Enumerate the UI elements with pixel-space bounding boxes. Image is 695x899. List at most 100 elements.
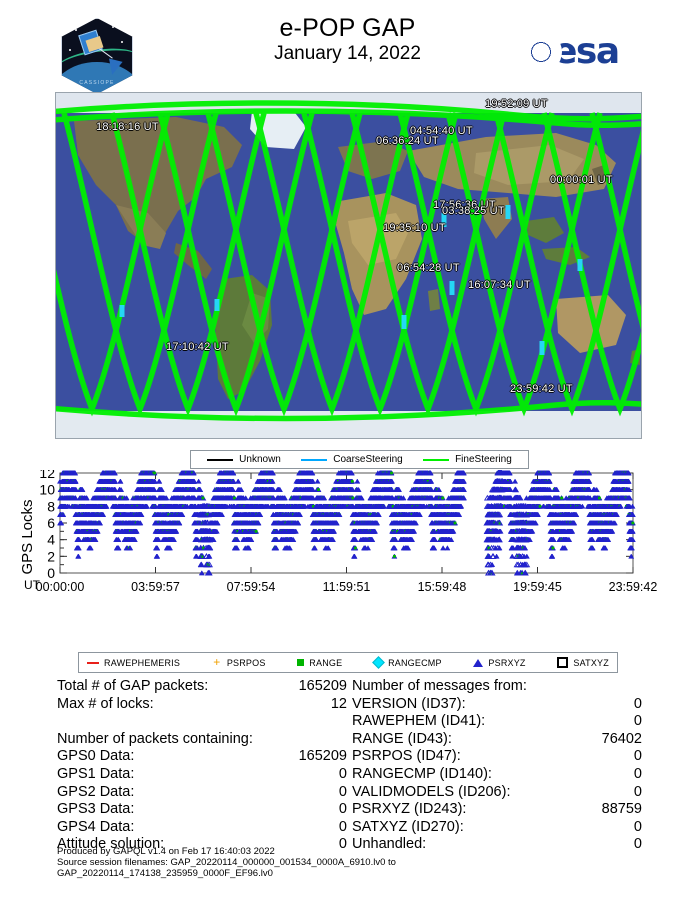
packet-legend-rangecmp: RANGECMP bbox=[372, 656, 442, 669]
title-block: e-POP GAP January 14, 2022 bbox=[0, 14, 695, 65]
stat-label: RAWEPHEM (ID41): bbox=[352, 713, 486, 730]
packet-legend-label: PSRPOS bbox=[226, 657, 266, 668]
legend-entry-finesteering: FineSteering bbox=[423, 454, 512, 465]
statistics-left-column: Total # of GAP packets: 165209 Max # of … bbox=[57, 678, 347, 854]
stat-label: Total # of GAP packets: bbox=[57, 678, 209, 694]
stat-label: RANGE (ID43): bbox=[352, 730, 452, 747]
plus-icon: + bbox=[213, 655, 221, 669]
packet-legend-label: RANGECMP bbox=[388, 657, 442, 668]
stat-value: 0 bbox=[338, 783, 347, 800]
svg-text:11:59:51: 11:59:51 bbox=[323, 580, 371, 594]
svg-text:8: 8 bbox=[47, 498, 55, 514]
map-timestamp-label: 03:38:25 UT bbox=[442, 205, 505, 217]
stat-value: 76402 bbox=[601, 730, 642, 747]
packets-containing-header: Number of packets containing: bbox=[57, 730, 253, 747]
gps-lock-data-points bbox=[56, 469, 636, 576]
svg-text:2: 2 bbox=[47, 548, 55, 564]
stat-label: PSRXYZ (ID243): bbox=[352, 801, 467, 818]
svg-text:03:59:57: 03:59:57 bbox=[131, 580, 180, 594]
stat-value: 0 bbox=[633, 695, 642, 712]
footer-source-line-1: Source session filenames: GAP_20220114_0… bbox=[57, 857, 396, 868]
stat-value: 88759 bbox=[601, 801, 642, 818]
stat-attitude-solution: Attitude solution: 0 bbox=[57, 836, 347, 854]
footer-source-line-2: GAP_20220114_174138_235959_0000F_EF96.lv… bbox=[57, 868, 273, 879]
map-timestamp-label: 17:56:36 UT bbox=[433, 199, 496, 211]
stat-total-gap-packets: Total # of GAP packets: 165209 bbox=[57, 678, 347, 696]
stat-label: PSRPOS (ID47): bbox=[352, 748, 461, 765]
mission-patch-label: CASSIOPE bbox=[79, 80, 115, 86]
page-title: e-POP GAP bbox=[279, 14, 416, 42]
map-timestamp-label: 17:10:42 UT bbox=[166, 341, 229, 353]
map-timestamp-label: 23:59:42 UT bbox=[510, 383, 573, 395]
stat-unhandled: Unhandled: 0 bbox=[352, 836, 642, 854]
stat-label: SATXYZ (ID270): bbox=[352, 818, 464, 835]
svg-text:07:59:54: 07:59:54 bbox=[227, 580, 276, 594]
stat-value: 0 bbox=[633, 748, 642, 765]
map-timestamp-label: 18:18:16 UT bbox=[96, 121, 159, 133]
stat-max-locks: Max # of locks: 12 bbox=[57, 696, 347, 714]
ut-axis-label: UT bbox=[24, 578, 40, 592]
svg-text:10: 10 bbox=[39, 482, 55, 498]
messages-from-header: Number of messages from: bbox=[352, 678, 527, 694]
svg-text:0: 0 bbox=[47, 565, 55, 581]
stat-validmodels-id206: VALIDMODELS (ID206): 0 bbox=[352, 784, 642, 802]
map-timestamp-label: 06:54:28 UT bbox=[397, 262, 460, 274]
svg-text:12: 12 bbox=[39, 470, 55, 481]
stat-label: GPS0 Data: bbox=[57, 748, 135, 765]
page-header: CASSIOPE e-POP GAP January 14, 2022 esa bbox=[0, 0, 695, 94]
packet-legend-label: PSRXYZ bbox=[488, 657, 526, 668]
svg-text:15:59:48: 15:59:48 bbox=[418, 580, 467, 594]
stat-label: Attitude solution: bbox=[57, 836, 165, 853]
legend-entry-unknown: Unknown bbox=[207, 454, 281, 465]
stat-value: 0 bbox=[633, 713, 642, 730]
legend-label: Unknown bbox=[239, 454, 281, 465]
stat-value: 0 bbox=[633, 783, 642, 800]
stat-value: 165209 bbox=[298, 678, 347, 694]
stat-value: 0 bbox=[338, 765, 347, 782]
packet-legend-label: RANGE bbox=[309, 657, 343, 668]
stat-value: 12 bbox=[330, 695, 347, 712]
finesteering-line-swatch bbox=[423, 458, 450, 461]
statistics-right-column: Number of messages from: VERSION (ID37):… bbox=[352, 678, 642, 854]
unknown-line-swatch bbox=[207, 458, 234, 461]
stat-gps3-data: GPS3 Data: 0 bbox=[57, 801, 347, 819]
stat-gps1-data: GPS1 Data: 0 bbox=[57, 766, 347, 784]
packet-legend-label: RAWEPHEMERIS bbox=[104, 657, 181, 668]
gps-locks-scatter-plot: 0 2 4 6 8 10 12 00:00:00 03:59:57 07:59:54 11:59:… bbox=[0, 465, 695, 600]
map-timestamp-label: 00:00:01 UT bbox=[550, 174, 613, 186]
cassiope-mission-patch-logo: CASSIOPE bbox=[61, 18, 135, 94]
packet-legend-rawephemeris: RAWEPHEMERIS bbox=[87, 658, 180, 668]
coarsesteering-line-swatch bbox=[301, 458, 328, 461]
svg-text:23:59:42: 23:59:42 bbox=[609, 580, 658, 594]
svg-text:00:00:00: 00:00:00 bbox=[36, 580, 85, 594]
stat-gps2-data: GPS2 Data: 0 bbox=[57, 784, 347, 802]
map-timestamp-label: 19:52:09 UT bbox=[485, 98, 548, 110]
stat-rawephem-id41: RAWEPHEM (ID41): 0 bbox=[352, 713, 642, 731]
stat-label: VERSION (ID37): bbox=[352, 695, 466, 712]
stat-psrpos-id47: PSRPOS (ID47): 0 bbox=[352, 748, 642, 766]
filled-square-icon bbox=[297, 659, 305, 666]
dash-icon bbox=[87, 661, 99, 664]
footer-produced-line: Produced by GAPQL v1.4 on Feb 17 16:40:0… bbox=[57, 846, 275, 857]
packet-legend-range: RANGE bbox=[297, 658, 342, 668]
stat-label: Max # of locks: bbox=[57, 695, 154, 712]
stat-label: GPS4 Data: bbox=[57, 818, 135, 835]
coarse-steering-segments bbox=[119, 205, 583, 355]
page-date: January 14, 2022 bbox=[274, 43, 421, 64]
steering-mode-legend: Unknown CoarseSteering FineSteering bbox=[190, 450, 529, 469]
footer-provenance: Produced by GAPQL v1.4 on Feb 17 16:40:0… bbox=[57, 846, 657, 879]
stat-label: VALIDMODELS (ID206): bbox=[352, 783, 511, 800]
stat-value: 0 bbox=[633, 765, 642, 782]
map-timestamp-label: 16:07:34 UT bbox=[468, 279, 531, 291]
stat-psrxyz-id243: PSRXYZ (ID243): 88759 bbox=[352, 801, 642, 819]
legend-entry-coarsesteering: CoarseSteering bbox=[301, 454, 403, 465]
stat-label: RANGECMP (ID140): bbox=[352, 765, 492, 782]
stat-label: GPS2 Data: bbox=[57, 783, 135, 800]
packet-legend-psrpos: + PSRPOS bbox=[212, 655, 266, 669]
svg-text:6: 6 bbox=[47, 515, 55, 531]
stat-version-id37: VERSION (ID37): 0 bbox=[352, 696, 642, 714]
svg-text:19:59:45: 19:59:45 bbox=[513, 580, 562, 594]
stat-rangecmp-id140: RANGECMP (ID140): 0 bbox=[352, 766, 642, 784]
world-map-svg bbox=[56, 93, 641, 438]
